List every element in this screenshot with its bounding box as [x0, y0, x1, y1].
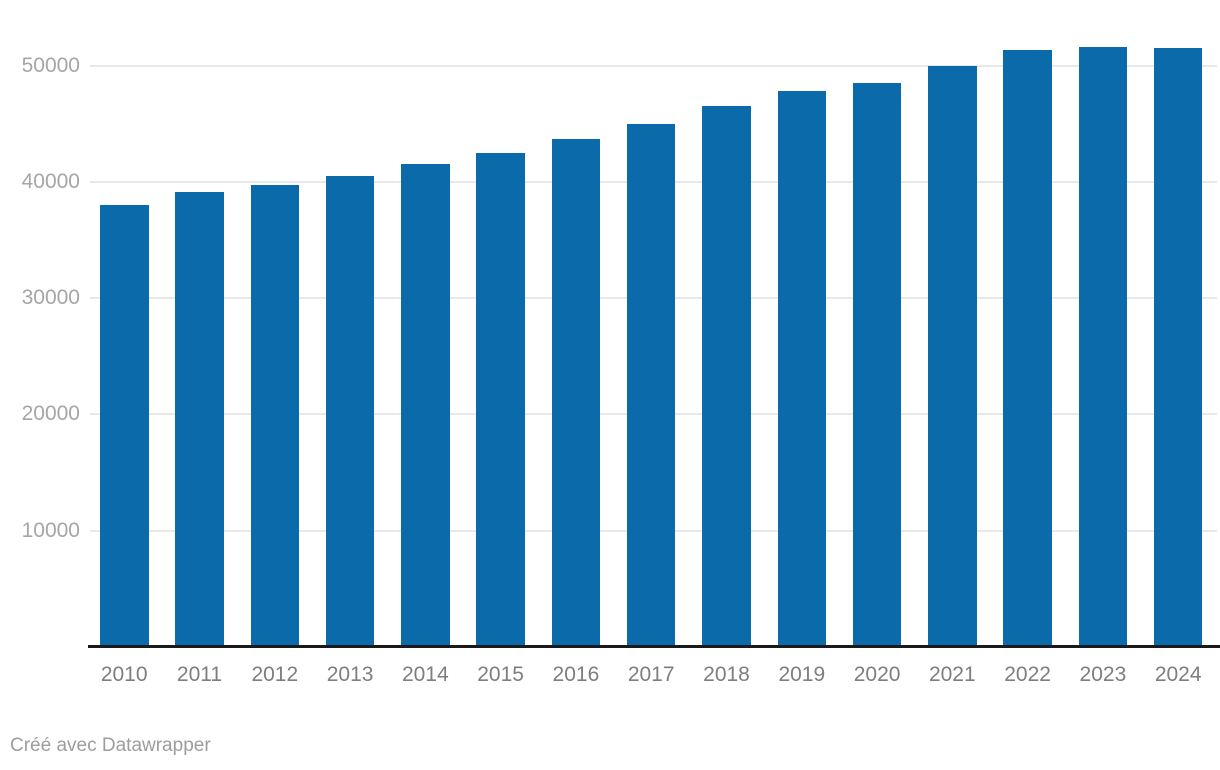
x-tick-label-2019: 2019: [778, 663, 826, 686]
y-tick-label-50000: 50000: [21, 53, 80, 77]
bar-2012: [250, 185, 299, 647]
datawrapper-link[interactable]: Datawrapper: [101, 735, 211, 756]
x-axis-line: [88, 645, 1220, 648]
y-tick-label-30000: 30000: [21, 286, 80, 310]
x-tick-label-2024: 2024: [1154, 663, 1202, 686]
y-gridline-50000: [90, 64, 1217, 67]
bar-2014: [401, 164, 450, 647]
x-tick-label-2020: 2020: [853, 663, 901, 686]
bar-2013: [325, 176, 375, 647]
x-tick-label-2013: 2013: [326, 663, 374, 686]
x-tick-label-2012: 2012: [251, 663, 299, 686]
x-tick-label-2016: 2016: [552, 663, 600, 686]
bar-2024: [1153, 48, 1203, 647]
y-tick-label-40000: 40000: [21, 169, 80, 193]
bar-2010: [100, 205, 149, 647]
y-tick-label-20000: 20000: [21, 402, 80, 426]
bar-2017: [626, 123, 676, 647]
x-tick-label-2023: 2023: [1079, 663, 1127, 686]
attribution: Créé avec Datawrapper: [10, 734, 211, 758]
bar-2022: [1003, 50, 1052, 647]
x-tick-label-2015: 2015: [477, 663, 524, 686]
bar-2011: [175, 192, 224, 647]
x-tick-label-2011: 2011: [176, 663, 223, 686]
bar-2016: [551, 138, 601, 647]
bar-2019: [777, 91, 826, 647]
y-tick-label-10000: 10000: [21, 518, 80, 542]
bar-2020: [852, 82, 902, 647]
x-tick-label-2021: 2021: [928, 663, 976, 686]
bar-2018: [702, 106, 751, 647]
x-tick-label-2010: 2010: [100, 663, 148, 686]
bar-2015: [476, 152, 525, 647]
bar-2021: [928, 65, 977, 647]
bar-2023: [1078, 46, 1128, 647]
attribution-text: Créé avec: [10, 735, 102, 756]
x-tick-label-2014: 2014: [401, 663, 449, 686]
x-tick-label-2018: 2018: [703, 663, 750, 686]
x-tick-label-2022: 2022: [1004, 663, 1051, 686]
x-tick-label-2017: 2017: [627, 663, 675, 686]
